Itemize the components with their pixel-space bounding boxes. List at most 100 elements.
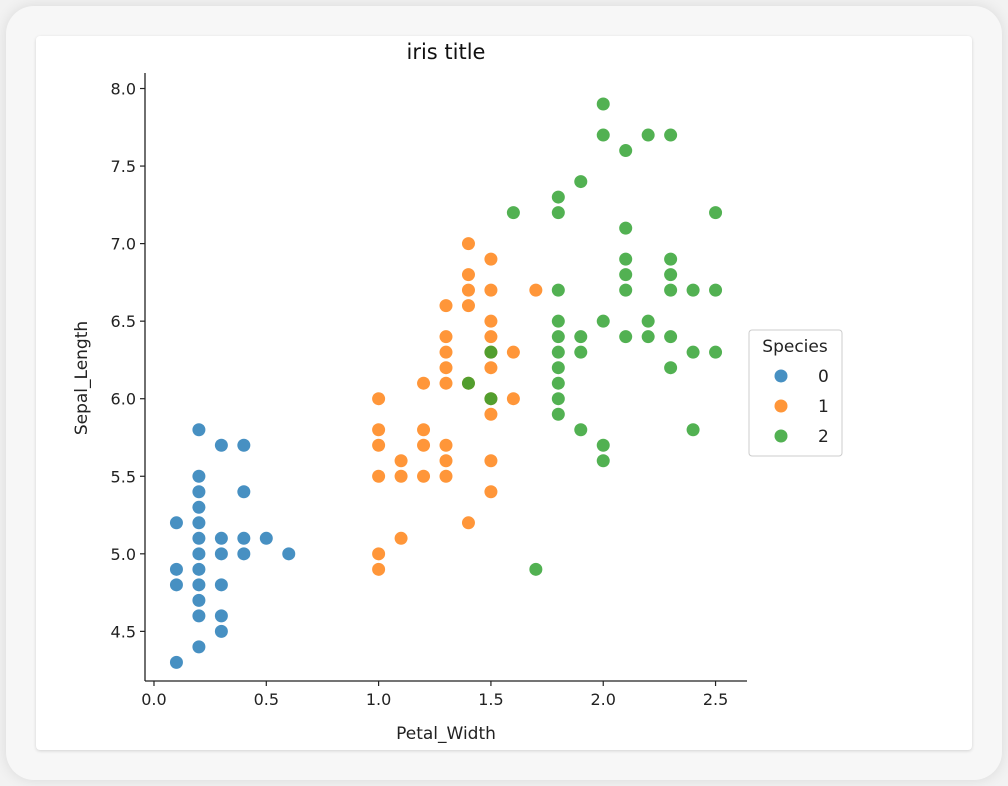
data-point (664, 252, 678, 266)
data-point (619, 144, 633, 158)
data-point (192, 609, 206, 623)
data-point (619, 268, 633, 282)
data-point (192, 469, 206, 483)
data-point (461, 268, 475, 282)
data-point (372, 392, 386, 406)
data-point (484, 407, 498, 421)
data-point (664, 268, 678, 282)
data-point (192, 562, 206, 576)
data-point (484, 454, 498, 468)
data-point (551, 392, 565, 406)
data-point (686, 423, 700, 437)
data-point (259, 531, 273, 545)
data-point (641, 128, 655, 142)
data-point (529, 562, 543, 576)
legend-title: Species (762, 337, 828, 357)
data-point (574, 345, 588, 359)
data-point (574, 423, 588, 437)
data-point (372, 469, 386, 483)
data-point (641, 330, 655, 344)
data-point (709, 283, 723, 297)
data-point (664, 330, 678, 344)
y-tick-label: 6.0 (111, 390, 136, 409)
data-point (439, 469, 453, 483)
data-point (394, 469, 408, 483)
data-point (551, 361, 565, 375)
data-point (619, 330, 633, 344)
data-point (461, 376, 475, 390)
data-point (417, 423, 431, 437)
data-point (596, 438, 610, 452)
x-tick-label: 1.5 (478, 690, 503, 709)
legend-marker (774, 369, 788, 383)
y-tick-label: 5.5 (111, 467, 136, 486)
data-point (372, 547, 386, 561)
data-point (641, 314, 655, 328)
data-point (686, 283, 700, 297)
data-point (169, 516, 183, 530)
data-point (439, 438, 453, 452)
data-point (484, 330, 498, 344)
data-point (214, 624, 228, 638)
data-point (214, 609, 228, 623)
series-0 (169, 423, 296, 669)
y-tick-label: 8.0 (111, 80, 136, 99)
data-point (619, 221, 633, 235)
data-point (214, 578, 228, 592)
legend: Species 0 1 2 (748, 329, 843, 457)
chart-title: iris title (407, 40, 486, 64)
data-point (417, 376, 431, 390)
data-point (372, 438, 386, 452)
data-point (192, 423, 206, 437)
data-point (439, 361, 453, 375)
data-point (484, 345, 498, 359)
data-point (282, 547, 296, 561)
data-point (484, 392, 498, 406)
legend-marker (774, 399, 788, 413)
data-point (192, 531, 206, 545)
y-axis-label: Sepal_Length (72, 321, 92, 435)
data-point (192, 578, 206, 592)
data-point (551, 407, 565, 421)
data-point (417, 469, 431, 483)
data-point (461, 299, 475, 313)
data-point (439, 454, 453, 468)
data-point (596, 454, 610, 468)
data-point (484, 252, 498, 266)
legend-label: 0 (818, 367, 829, 387)
data-point (596, 97, 610, 111)
data-point (506, 392, 520, 406)
legend-box (748, 329, 843, 457)
data-point (461, 237, 475, 251)
x-tick-label: 0.5 (254, 690, 279, 709)
data-point (439, 299, 453, 313)
data-point (619, 283, 633, 297)
data-point (686, 345, 700, 359)
data-point (596, 128, 610, 142)
data-point (709, 206, 723, 220)
data-point (439, 376, 453, 390)
data-point (192, 516, 206, 530)
data-point (619, 252, 633, 266)
data-point (529, 283, 543, 297)
y-tick-label: 6.5 (111, 312, 136, 331)
data-point (709, 345, 723, 359)
x-tick-label: 0.0 (141, 690, 166, 709)
data-point (439, 345, 453, 359)
data-point (664, 361, 678, 375)
legend-label: 1 (818, 397, 829, 417)
data-point (484, 314, 498, 328)
data-point (237, 547, 251, 561)
data-point (551, 190, 565, 204)
data-point (664, 128, 678, 142)
data-point (484, 283, 498, 297)
data-point (394, 531, 408, 545)
data-point (192, 485, 206, 499)
data-point (417, 438, 431, 452)
data-point (192, 547, 206, 561)
y-tick-label: 5.0 (111, 545, 136, 564)
x-tick-label: 2.0 (591, 690, 616, 709)
data-point (551, 206, 565, 220)
data-point (169, 578, 183, 592)
data-point (664, 283, 678, 297)
